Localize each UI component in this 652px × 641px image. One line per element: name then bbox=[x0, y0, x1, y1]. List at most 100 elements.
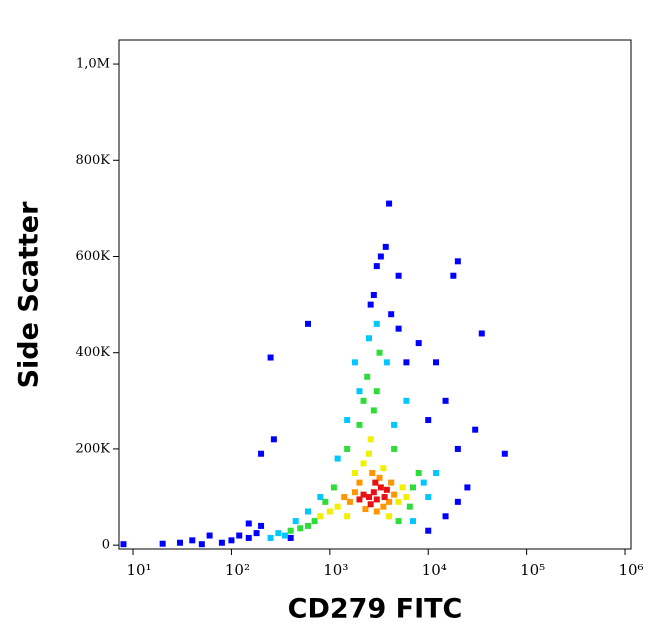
point bbox=[351, 469, 358, 476]
point bbox=[369, 469, 376, 476]
point bbox=[386, 200, 393, 207]
point bbox=[317, 494, 324, 501]
point bbox=[403, 359, 410, 366]
point bbox=[317, 513, 324, 520]
y-axis-title: Side Scatter bbox=[14, 201, 45, 389]
point bbox=[381, 494, 388, 501]
point bbox=[367, 301, 374, 308]
point bbox=[365, 335, 372, 342]
point bbox=[442, 397, 449, 404]
point bbox=[281, 532, 288, 539]
point bbox=[409, 484, 416, 491]
point bbox=[388, 311, 395, 318]
point bbox=[425, 494, 432, 501]
y-tick-label: 0 bbox=[102, 538, 110, 553]
point bbox=[245, 534, 252, 541]
point bbox=[356, 421, 363, 428]
point bbox=[380, 465, 387, 472]
point bbox=[478, 330, 485, 337]
point bbox=[464, 484, 471, 491]
point bbox=[360, 491, 367, 498]
point bbox=[270, 436, 277, 443]
point bbox=[373, 388, 380, 395]
point bbox=[409, 518, 416, 525]
point bbox=[176, 539, 183, 546]
point bbox=[351, 359, 358, 366]
point bbox=[386, 513, 393, 520]
y-tick-label: 400K bbox=[75, 345, 110, 360]
point bbox=[373, 496, 380, 503]
point bbox=[376, 349, 383, 356]
point bbox=[189, 537, 196, 544]
point bbox=[365, 450, 372, 457]
point bbox=[454, 258, 461, 265]
point bbox=[395, 498, 402, 505]
y-tick-label: 200K bbox=[75, 441, 110, 456]
point bbox=[344, 417, 351, 424]
point bbox=[120, 541, 127, 548]
point bbox=[433, 359, 440, 366]
point bbox=[311, 518, 318, 525]
point bbox=[305, 508, 312, 515]
x-tick-label: 10¹ bbox=[126, 561, 151, 579]
point bbox=[351, 489, 358, 496]
point bbox=[362, 506, 369, 513]
point bbox=[365, 494, 372, 501]
point bbox=[287, 534, 294, 541]
point bbox=[454, 445, 461, 452]
point bbox=[297, 525, 304, 532]
point bbox=[344, 445, 351, 452]
point bbox=[425, 417, 432, 424]
point bbox=[267, 534, 274, 541]
point bbox=[159, 540, 166, 547]
point bbox=[442, 513, 449, 520]
point bbox=[253, 530, 260, 537]
point bbox=[356, 496, 363, 503]
point bbox=[372, 479, 379, 486]
point bbox=[433, 469, 440, 476]
point bbox=[334, 455, 341, 462]
point bbox=[370, 291, 377, 298]
point bbox=[373, 508, 380, 515]
point bbox=[382, 243, 389, 250]
point bbox=[415, 469, 422, 476]
point bbox=[391, 445, 398, 452]
point bbox=[501, 450, 508, 457]
point bbox=[267, 354, 274, 361]
point bbox=[236, 532, 243, 539]
point bbox=[395, 518, 402, 525]
point bbox=[305, 522, 312, 529]
point bbox=[275, 530, 282, 537]
point bbox=[292, 518, 299, 525]
point bbox=[364, 373, 371, 380]
x-tick-label: 10⁵ bbox=[520, 561, 545, 579]
point bbox=[377, 484, 384, 491]
point bbox=[472, 426, 479, 433]
x-tick-label: 10⁴ bbox=[422, 561, 447, 579]
point bbox=[356, 388, 363, 395]
x-tick-label: 10³ bbox=[323, 561, 348, 579]
point bbox=[388, 479, 395, 486]
point bbox=[395, 325, 402, 332]
point bbox=[406, 503, 413, 510]
point bbox=[380, 503, 387, 510]
point bbox=[399, 484, 406, 491]
y-tick-label: 1,0M bbox=[76, 57, 110, 72]
point bbox=[341, 494, 348, 501]
point bbox=[454, 498, 461, 505]
point bbox=[326, 508, 333, 515]
point bbox=[425, 527, 432, 534]
point bbox=[360, 397, 367, 404]
point bbox=[287, 527, 294, 534]
plot-frame bbox=[118, 39, 632, 550]
point bbox=[377, 253, 384, 260]
point bbox=[305, 320, 312, 327]
point bbox=[403, 494, 410, 501]
point bbox=[386, 498, 393, 505]
y-tick-label: 800K bbox=[75, 153, 110, 168]
x-axis-title: CD279 FITC bbox=[288, 594, 463, 625]
point bbox=[420, 479, 427, 486]
point bbox=[391, 421, 398, 428]
point bbox=[370, 407, 377, 414]
point bbox=[403, 397, 410, 404]
